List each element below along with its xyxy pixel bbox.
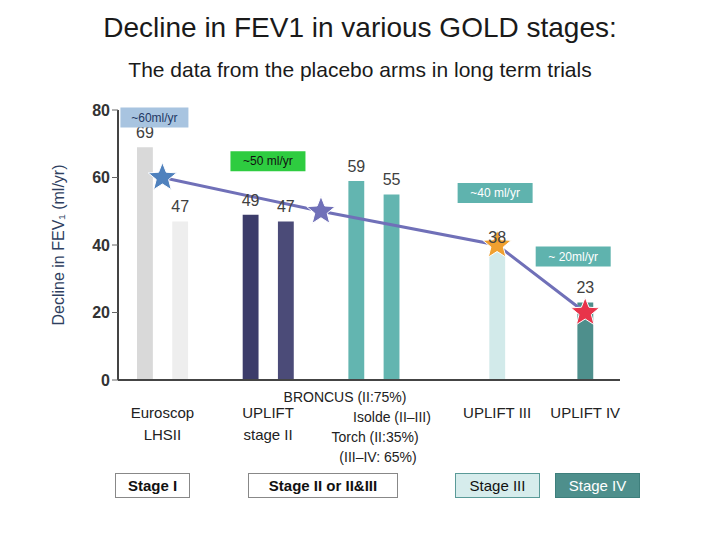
html-text:Stage IV: Stage IV bbox=[568, 477, 627, 494]
svg-text:UPLIFT IV: UPLIFT IV bbox=[550, 404, 620, 421]
html-text:BRONCUS (II:75%): BRONCUS (II:75%) bbox=[283, 389, 407, 405]
svg-text:~60ml/yr: ~60ml/yr bbox=[131, 111, 177, 125]
svg-text:UPLIFT III: UPLIFT III bbox=[463, 404, 531, 421]
html-text:Isolde (II–III): Isolde (II–III) bbox=[353, 409, 431, 425]
svg-text:80: 80 bbox=[92, 102, 110, 119]
svg-text:Decline in FEV₁ (ml/yr): Decline in FEV₁ (ml/yr) bbox=[50, 165, 67, 326]
svg-text:38: 38 bbox=[488, 229, 506, 246]
html-text:Stage II or II&III: Stage II or II&III bbox=[268, 477, 378, 494]
html-text:Decline in FEV1 in various GOL: Decline in FEV1 in various GOLD stages: bbox=[103, 12, 617, 43]
html-text:The data from the placebo arms: The data from the placebo arms in long t… bbox=[128, 58, 592, 81]
html-text:Torch (II:35%): Torch (II:35%) bbox=[331, 429, 419, 445]
svg-text:47: 47 bbox=[171, 198, 189, 215]
svg-text:Euroscop: Euroscop bbox=[131, 404, 194, 421]
svg-text:49: 49 bbox=[242, 192, 260, 209]
svg-text:UPLIFT: UPLIFT bbox=[242, 404, 294, 421]
svg-text:23: 23 bbox=[576, 279, 594, 296]
svg-text:55: 55 bbox=[383, 171, 401, 188]
svg-text:~50 ml/yr: ~50 ml/yr bbox=[243, 154, 293, 168]
html-text:Stage III: Stage III bbox=[469, 477, 526, 494]
svg-text:60: 60 bbox=[92, 169, 110, 186]
svg-text:40: 40 bbox=[92, 237, 110, 254]
svg-text:stage II: stage II bbox=[244, 426, 293, 443]
svg-text:0: 0 bbox=[101, 372, 110, 389]
svg-text:47: 47 bbox=[277, 198, 295, 215]
svg-text:20: 20 bbox=[92, 304, 110, 321]
svg-text:~ 20ml/yr: ~ 20ml/yr bbox=[548, 250, 598, 264]
svg-text:69: 69 bbox=[136, 124, 154, 142]
svg-text:LHSII: LHSII bbox=[144, 426, 182, 443]
html-text:(III–IV: 65%): (III–IV: 65%) bbox=[339, 449, 417, 465]
svg-text:59: 59 bbox=[347, 158, 365, 175]
svg-text:~40 ml/yr: ~40 ml/yr bbox=[470, 186, 520, 200]
html-text:Stage I: Stage I bbox=[127, 477, 178, 494]
